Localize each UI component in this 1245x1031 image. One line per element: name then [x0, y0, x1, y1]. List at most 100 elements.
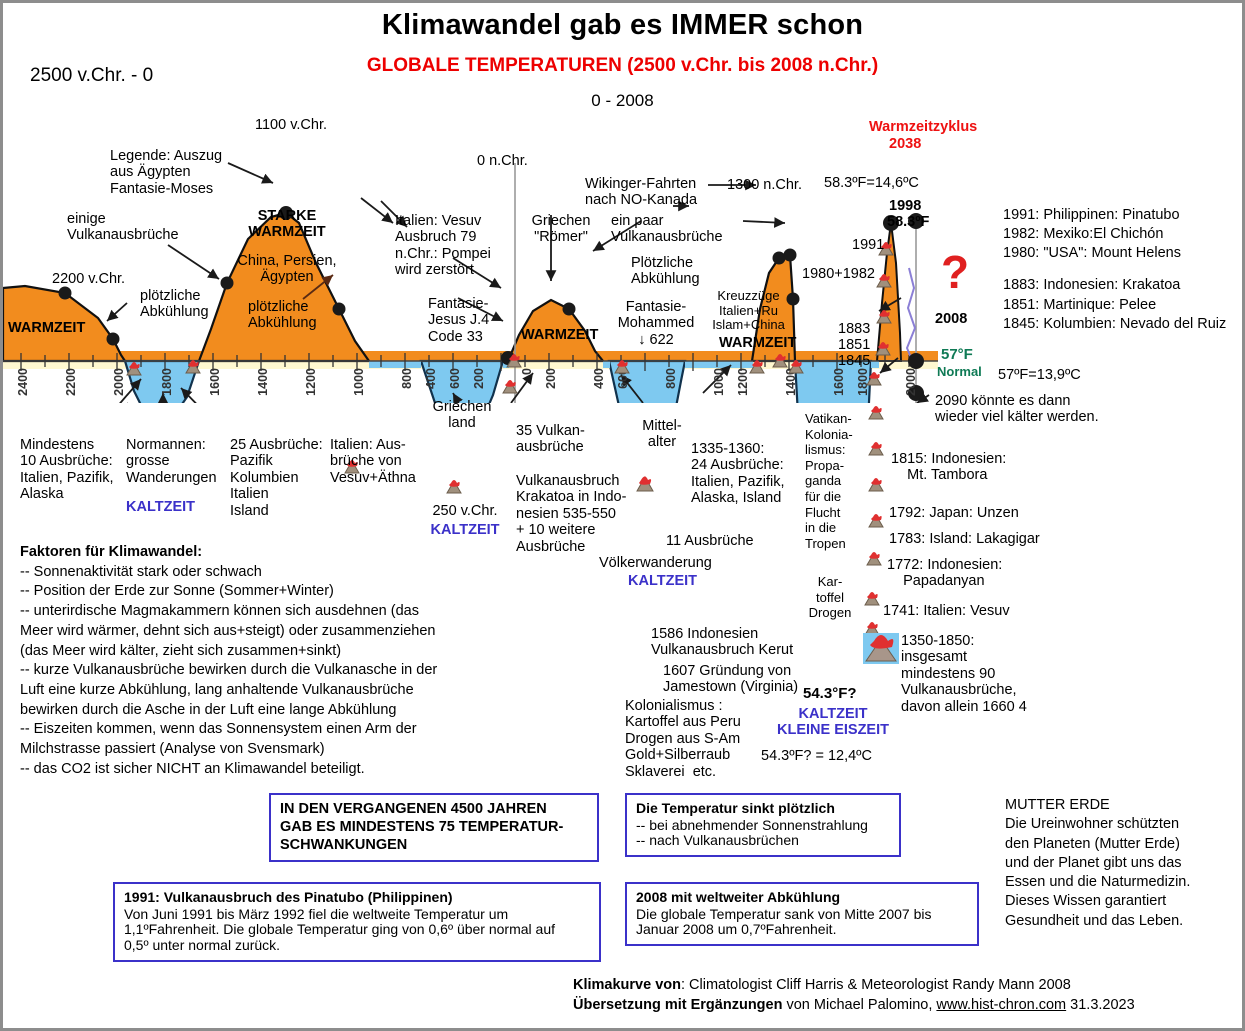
annotation-arrows-brown: [302, 274, 334, 300]
factors-line: Milchstrasse passiert (Analyse von Svens…: [20, 741, 325, 758]
factors-line: -- kurze Vulkanausbrüche bewirken durch …: [20, 662, 438, 679]
warmzeit-label-1: WARMZEIT: [8, 320, 86, 336]
vulkan-35-annotation: 35 Vulkan- ausbrüche: [516, 423, 585, 456]
cold-strip-4: [685, 361, 753, 368]
ein-paar-vulkanausbrueche-annotation: ein paar Vulkanausbrüche: [611, 213, 723, 246]
baseline-warm-band: [3, 351, 938, 361]
page-title: Klimawandel gab es IMMER schon: [381, 9, 864, 41]
mutter-erde-block: MUTTER ERDE Die Ureinwohner schützten de…: [1005, 797, 1191, 929]
peak-1300-label: 1300 n.Chr.: [727, 177, 802, 193]
cold-strip-5: [871, 361, 879, 368]
factors-block: Faktoren für Klimawandel: -- Sonnenaktiv…: [20, 543, 460, 780]
box-body: -- bei abnehmender Sonnenstrahlung -- na…: [636, 816, 868, 849]
kolonialismus-annotation: Kolonialismus : Kartoffel aus Peru Droge…: [625, 698, 741, 780]
year-1783-annotation: 1783: Island: Lakagigar: [889, 531, 1040, 547]
list-item: 1980: "USA": Mount Helens: [1003, 245, 1181, 262]
list-item: 1991: Philippinen: Pinatubo: [1003, 207, 1180, 223]
box-2008-abkuehlung: 2008 mit weltweiter Abkühlung Die global…: [625, 882, 979, 947]
einige-vulkanausbrueche-annotation: einige Vulkanausbrüche: [67, 211, 179, 244]
year-1991-label: 1991: [852, 237, 885, 253]
griechenland-label: Griechen land: [432, 399, 492, 432]
cold-strip-1: [369, 361, 421, 368]
credits-date: 31.3.2023: [1066, 997, 1135, 1014]
axis-ticks: [20, 353, 910, 371]
credits-link[interactable]: www.hist-chron.com: [936, 997, 1067, 1014]
year-1815-annotation: 1815: Indonesien: Mt. Tambora: [891, 451, 1007, 484]
temperature-curve-chart: [3, 162, 938, 403]
annotation-arrows: [106, 162, 930, 403]
year-1883-label: 1883: [838, 321, 871, 337]
volcano-icon-layer: [3, 3, 1242, 1028]
normal-word-label: Normal: [937, 364, 982, 379]
year-2008-label: 2008: [935, 311, 968, 327]
temp-57-label: 57ºF=13,9ºC: [998, 367, 1081, 383]
credits-text-2: von Michael Palomino,: [782, 997, 937, 1014]
trough-250bc-label: 250 v.Chr.: [432, 503, 498, 519]
factors-line: -- Sonnenaktivität stark oder schwach: [20, 563, 262, 580]
italien-vesuv-aethna-annotation: Italien: Aus- brüche von Vesuv+Äthna: [330, 437, 416, 486]
warmzeitzyklus-label: Warmzeitzyklus: [869, 119, 978, 135]
box-75-schwankungen: IN DEN VERGANGENEN 4500 JAHREN GAB ES MI…: [269, 793, 599, 863]
kartoffel-drogen-annotation: Kar- toffel Drogen: [808, 574, 852, 621]
kaltzeit-250bc-label: KALTZEIT: [430, 522, 500, 538]
wikinger-fahrten-annotation: Wikinger-Fahrten nach NO-Kanada: [585, 176, 698, 209]
value-583f-label: 58.3ºF: [887, 214, 930, 230]
box-body: Von Juni 1991 bis März 1992 fiel die wel…: [124, 905, 556, 954]
factors-heading: Faktoren für Klimawandel:: [20, 544, 203, 560]
year-1792-annotation: 1792: Japan: Unzen: [889, 505, 1019, 521]
kaltzeit-normannen-label: KALTZEIT: [126, 499, 195, 515]
credits-text-1: : Climatologist Cliff Harris & Meteorolo…: [681, 977, 1071, 993]
factors-line: -- das CO2 ist sicher NICHT an Klimawand…: [20, 760, 365, 777]
year-1980-1982-label: 1980+1982: [802, 266, 875, 282]
fantasie-jesus-annotation: Fantasie- Jesus J.4 Code 33: [428, 296, 490, 345]
ausbrueche-25-annotation: 25 Ausbrüche: Pazifik Kolumbien Italien …: [230, 437, 323, 519]
credits-block: Klimakurve von: Climatologist Cliff Harr…: [573, 975, 1135, 1016]
factors-line: Luft eine kurze Abkühlung, lang anhalten…: [20, 682, 414, 699]
year-1586-annotation: 1586 Indonesien Vulkanausbruch Kerut: [651, 626, 794, 659]
year-1607-annotation: 1607 Gründung von Jamestown (Virginia): [663, 663, 799, 696]
ploetzliche-abkuehlung-3: Plötzliche Abkühlung: [631, 255, 700, 288]
question-mark-label: ?: [941, 246, 970, 298]
voelkerwanderung-label: Völkerwanderung: [599, 555, 712, 571]
volcano-list-right: 1991: Philippinen: Pinatubo 1982: Mexiko…: [1003, 206, 1226, 334]
fantasie-mohammed-annotation: Fantasie- Mohammed ↓ 622: [617, 299, 695, 348]
box-heading: 1991: Vulkanausbruch des Pinatubo (Phili…: [124, 889, 453, 905]
credits-label-2: Übersetzung mit Ergänzungen: [573, 997, 783, 1014]
mittelalter-label: Mittel- alter: [642, 418, 682, 451]
volcano-icons: [126, 242, 894, 636]
temp-583-label: 58.3ºF=14,6ºC: [824, 175, 919, 191]
mindestens-10-ausbrueche-annotation: Mindestens 10 Ausbrüche: Italien, Pazifi…: [20, 437, 114, 503]
warmzeit-label-2: WARMZEIT: [521, 327, 599, 343]
factors-line: (das Meer wird kälter, zieht sich zusamm…: [20, 642, 342, 659]
factors-line: bewirken durch die Asche in der Luft ein…: [20, 701, 397, 718]
factors-line: Meer wird wärmer, dehnt sich aus+steigt)…: [20, 622, 436, 639]
legende-moses-annotation: Legende: Auszug aus Ägypten Fantasie-Mos…: [110, 148, 223, 197]
factors-line: -- Position der Erde zur Sonne (Sommer+W…: [20, 583, 334, 600]
ploetzliche-abkuehlung-1: plötzliche Abkühlung: [140, 288, 209, 321]
year-1350-1850-annotation: 1350-1850: insgesamt mindestens 90 Vulka…: [901, 633, 1027, 715]
warm-area-1100bc: [197, 211, 372, 363]
cold-strip-3: [603, 361, 610, 368]
ausbrueche-11-label: 11 Ausbrüche: [666, 533, 754, 549]
list-item: 1851: Martinique: Pelee: [1003, 296, 1157, 313]
warm-area-1998: [875, 222, 903, 362]
year-1845-label: 1845: [838, 353, 871, 369]
year-2038-label: 2038: [889, 136, 922, 152]
peak-1100bc-label: 1100 v.Chr.: [255, 117, 328, 133]
list-item: 1982: Mexiko:El Chichón: [1003, 226, 1164, 243]
italien-vesuv-pompei-annotation: Italien: Vesuv Ausbruch 79 n.Chr.: Pompe…: [395, 213, 491, 279]
range-left-label: 2500 v.Chr. - 0: [30, 65, 154, 86]
china-persien-aegypten-label: China, Persien, Ägypten: [237, 253, 337, 286]
ploetzliche-abkuehlung-2: plötzliche Abkühlung: [248, 299, 317, 332]
year-1998-label: 1998: [889, 198, 922, 214]
page-subtitle: GLOBALE TEMPERATUREN (2500 v.Chr. bis 20…: [366, 55, 879, 76]
future-uncertainty-zigzag: [905, 267, 917, 366]
griechen-roemer-annotation: Griechen "Römer": [531, 213, 591, 246]
list-item: 1883: Indonesien: Krakatoa: [1003, 277, 1181, 294]
factors-line: -- Eiszeiten kommen, wenn das Sonnensyst…: [20, 721, 417, 738]
normannen-annotation: Normannen: grosse Wanderungen: [126, 437, 217, 486]
year-1335-1360-annotation: 1335-1360: 24 Ausbrüche: Italien, Pazifi…: [691, 441, 785, 507]
value-543f-label: 54.3°F?: [803, 685, 857, 702]
year-1772-annotation: 1772: Indonesien: Papadanyan: [887, 557, 1003, 590]
